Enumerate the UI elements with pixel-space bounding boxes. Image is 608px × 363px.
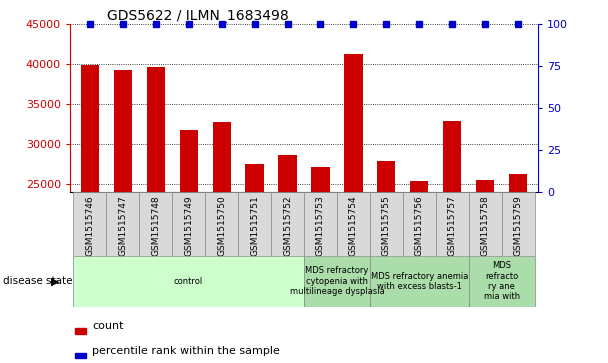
Bar	[378, 161, 395, 363]
Text: GSM1515748: GSM1515748	[151, 196, 160, 256]
Text: GSM1515750: GSM1515750	[217, 196, 226, 256]
Bar	[172, 192, 205, 256]
Text: GSM1515747: GSM1515747	[118, 196, 127, 256]
Bar	[106, 192, 139, 256]
Text: GSM1515755: GSM1515755	[382, 196, 391, 256]
Bar	[139, 192, 172, 256]
Bar	[370, 256, 469, 307]
Text: MDS
refracto
ry ane
mia with: MDS refracto ry ane mia with	[484, 261, 520, 301]
Text: GDS5622 / ILMN_1683498: GDS5622 / ILMN_1683498	[108, 9, 289, 23]
Bar	[436, 192, 469, 256]
Bar	[337, 192, 370, 256]
Bar	[238, 192, 271, 256]
Bar	[73, 192, 106, 256]
Bar	[246, 164, 264, 363]
Text: percentile rank within the sample: percentile rank within the sample	[92, 346, 280, 356]
Bar	[114, 70, 132, 363]
Text: MDS refractory
cytopenia with
multilineage dysplasia: MDS refractory cytopenia with multilinea…	[289, 266, 384, 296]
Text: GSM1515754: GSM1515754	[349, 196, 358, 256]
Text: GSM1515749: GSM1515749	[184, 196, 193, 256]
Text: count: count	[92, 321, 124, 331]
Bar	[403, 192, 436, 256]
Bar	[344, 54, 362, 363]
Bar	[311, 167, 330, 363]
Text: GSM1515752: GSM1515752	[283, 196, 292, 256]
Bar	[179, 130, 198, 363]
Bar	[370, 192, 403, 256]
Text: GSM1515746: GSM1515746	[85, 196, 94, 256]
Text: GSM1515756: GSM1515756	[415, 196, 424, 256]
Bar	[278, 155, 297, 363]
Bar	[476, 180, 494, 363]
Text: GSM1515751: GSM1515751	[250, 196, 259, 256]
Text: GSM1515757: GSM1515757	[448, 196, 457, 256]
Bar	[213, 122, 230, 363]
Bar	[304, 256, 370, 307]
Bar	[81, 65, 98, 363]
Bar	[502, 192, 535, 256]
Bar	[271, 192, 304, 256]
Text: control: control	[174, 277, 203, 286]
Text: ▶: ▶	[51, 276, 60, 286]
Text: MDS refractory anemia
with excess blasts-1: MDS refractory anemia with excess blasts…	[371, 272, 468, 291]
Bar	[205, 192, 238, 256]
Text: disease state: disease state	[3, 276, 72, 286]
Text: GSM1515758: GSM1515758	[481, 196, 490, 256]
Bar	[304, 192, 337, 256]
Bar	[510, 174, 527, 363]
Bar	[73, 256, 304, 307]
Text: GSM1515759: GSM1515759	[514, 196, 523, 256]
Bar	[75, 353, 86, 358]
Bar	[75, 329, 86, 334]
Text: GSM1515753: GSM1515753	[316, 196, 325, 256]
Bar	[147, 67, 165, 363]
Bar	[469, 192, 502, 256]
Bar	[443, 121, 461, 363]
Bar	[410, 181, 429, 363]
Bar	[469, 256, 535, 307]
